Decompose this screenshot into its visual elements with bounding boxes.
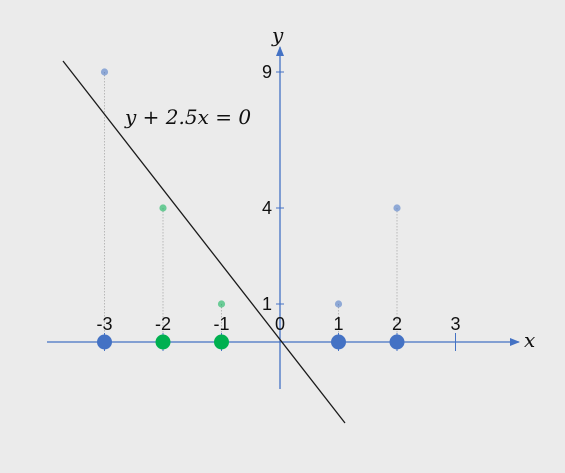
lifted-point [217, 300, 226, 308]
blue-data-point [389, 334, 405, 350]
x-tick-label: 1 [333, 314, 343, 334]
blue-data-point [331, 334, 346, 350]
line-equation-label: y + 2.5x = 0 [124, 105, 251, 129]
x-axis-label: x [524, 328, 535, 352]
x-tick-label: 0 [275, 314, 285, 334]
lifted-point [334, 300, 343, 308]
decision-line [62, 60, 346, 424]
y-tick-label: 9 [262, 62, 272, 82]
green-data-point [214, 334, 229, 350]
y-tick-label: 4 [262, 198, 272, 218]
x-tick-label: 3 [450, 314, 460, 334]
lifted-point [393, 204, 401, 212]
y-tick-label: 1 [262, 294, 272, 314]
green-data-point [155, 334, 171, 350]
lifted-point [100, 68, 109, 76]
x-tick-label: -2 [155, 314, 171, 334]
blue-data-point [97, 334, 112, 350]
x-tick-label: -1 [213, 314, 229, 334]
y-axis-label: y [271, 23, 284, 47]
lifted-point [159, 204, 167, 212]
x-tick-label: -3 [96, 314, 112, 334]
x-tick-label: 2 [392, 314, 402, 334]
